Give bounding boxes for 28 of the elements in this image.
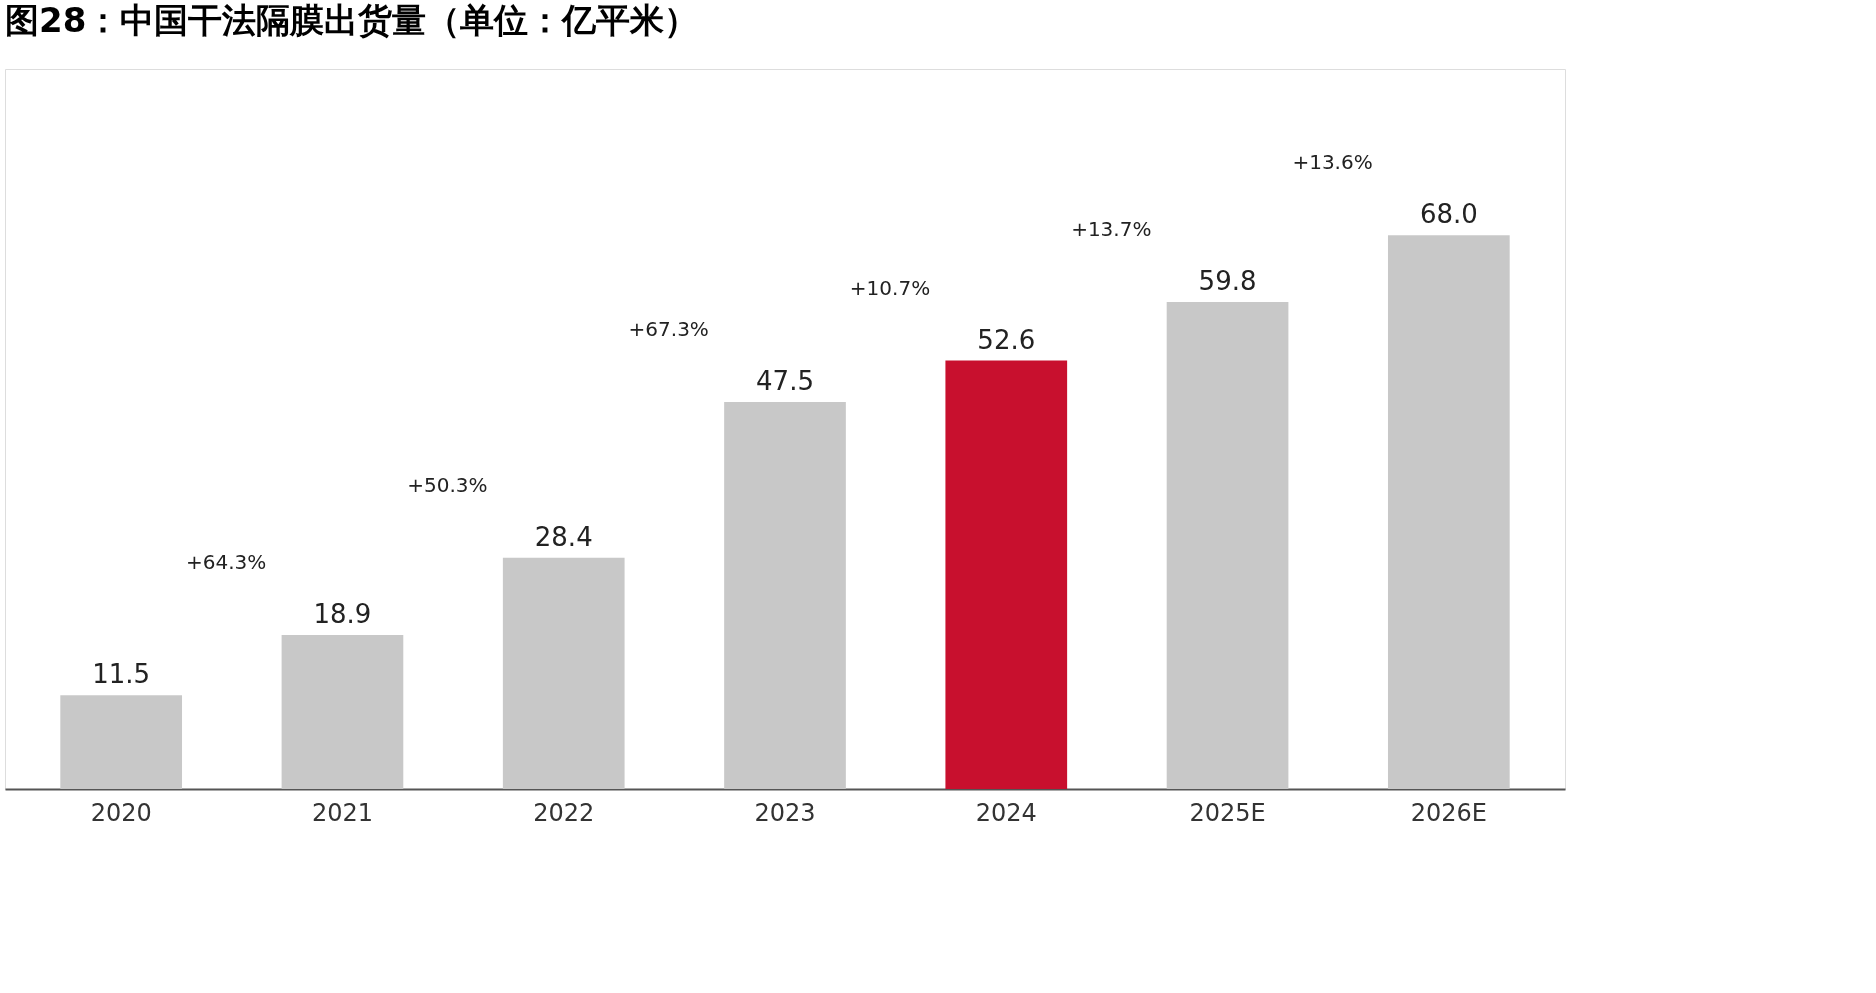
x-tick-label: 2020 xyxy=(90,798,152,827)
bar xyxy=(724,402,846,789)
bar xyxy=(945,360,1068,789)
x-tick-label: 2021 xyxy=(311,798,373,827)
bar xyxy=(502,557,625,789)
x-tick-label: 2023 xyxy=(754,798,816,827)
data-label: 28.4 xyxy=(534,521,593,552)
x-tick-label: 2024 xyxy=(975,798,1037,827)
data-label: 11.5 xyxy=(92,659,151,690)
data-label: 68.0 xyxy=(1419,199,1478,230)
annotation: +13.7% xyxy=(1071,216,1152,241)
bar xyxy=(281,635,404,789)
chart-title: 图28：中国干法隔膜出货量（单位：亿平米） xyxy=(5,0,699,40)
bar xyxy=(60,695,183,789)
data-label: 47.5 xyxy=(756,366,814,397)
data-label: 52.6 xyxy=(977,324,1036,355)
data-label: 59.8 xyxy=(1198,265,1257,296)
text: +13.6% xyxy=(1292,150,1373,175)
annotation: +64.3% xyxy=(186,550,267,575)
annotation: +50.3% xyxy=(407,472,488,497)
bar xyxy=(1387,235,1510,789)
bar xyxy=(1166,301,1289,789)
data-label: 18.9 xyxy=(313,599,372,630)
x-tick-label: 2025E xyxy=(1189,798,1266,827)
x-tick-label: 2022 xyxy=(533,798,595,827)
annotation: +10.7% xyxy=(849,275,931,300)
annotation: +67.3% xyxy=(628,317,709,342)
x-tick-label: 2026E xyxy=(1410,798,1487,827)
